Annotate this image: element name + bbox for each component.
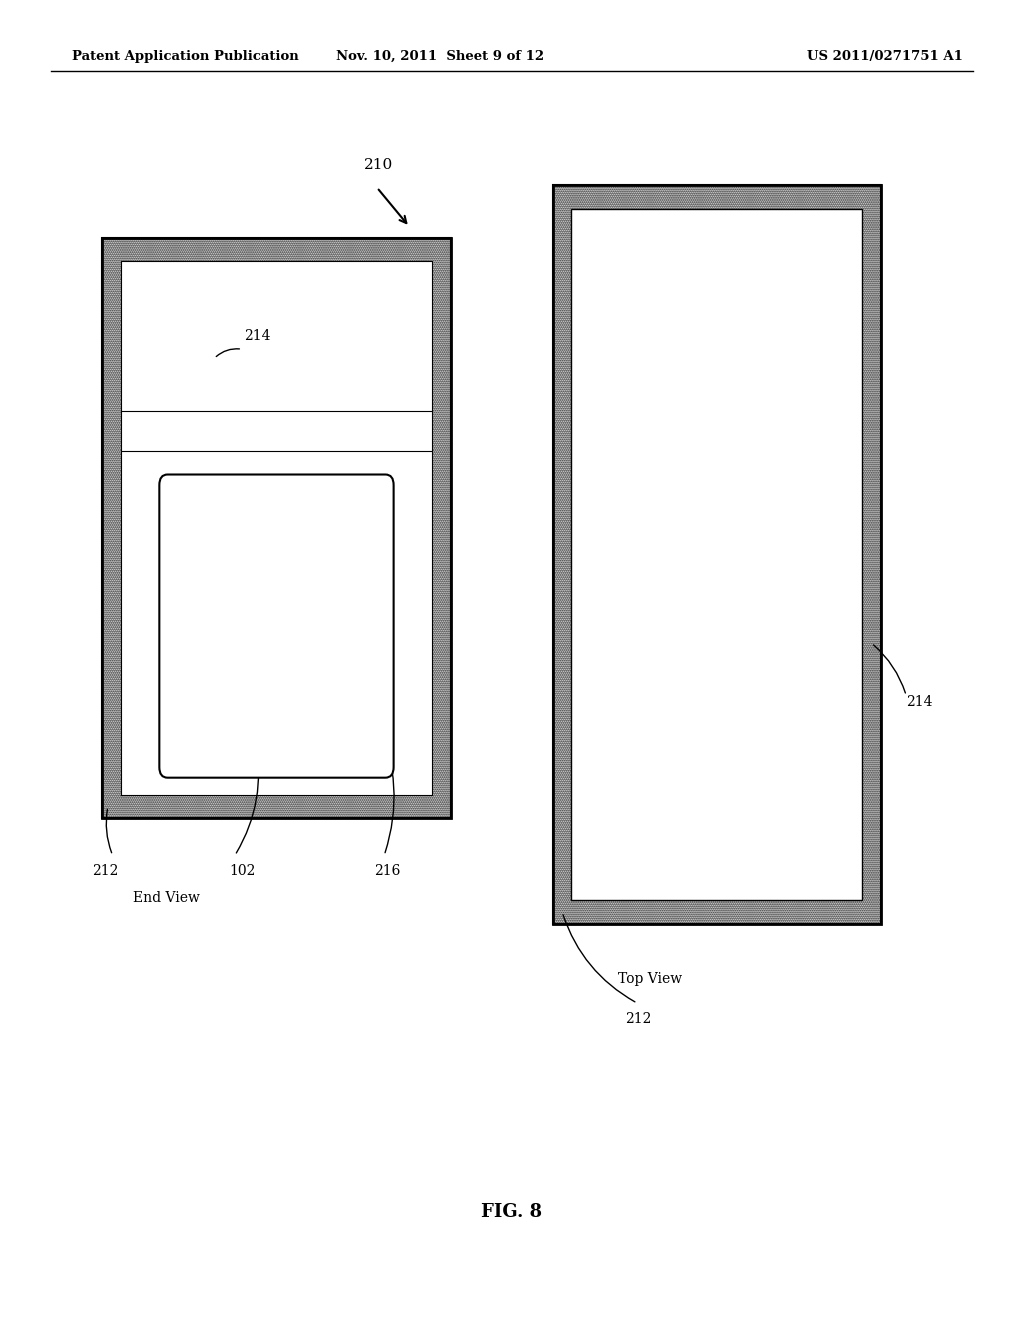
Text: 210: 210 [364,157,393,172]
Bar [121,411,432,450]
Bar [102,238,451,818]
Bar [121,261,432,795]
Bar [121,261,432,411]
Text: End View: End View [133,891,200,904]
Bar [553,185,881,924]
Text: 212: 212 [92,865,119,878]
Bar [553,185,881,924]
Text: FIG. 8: FIG. 8 [481,1203,543,1221]
Text: 214: 214 [245,329,270,343]
Text: 212: 212 [625,1012,651,1026]
Text: Top View: Top View [618,973,683,986]
Text: 216: 216 [374,865,400,878]
Bar [102,238,451,818]
Text: Patent Application Publication: Patent Application Publication [72,50,298,63]
Text: 102: 102 [229,865,256,878]
Bar [571,209,862,900]
FancyBboxPatch shape [160,474,393,777]
Text: US 2011/0271751 A1: US 2011/0271751 A1 [807,50,963,63]
Bar [121,450,432,795]
Bar [571,209,862,900]
Text: 214: 214 [906,696,933,709]
Text: Nov. 10, 2011  Sheet 9 of 12: Nov. 10, 2011 Sheet 9 of 12 [336,50,545,63]
